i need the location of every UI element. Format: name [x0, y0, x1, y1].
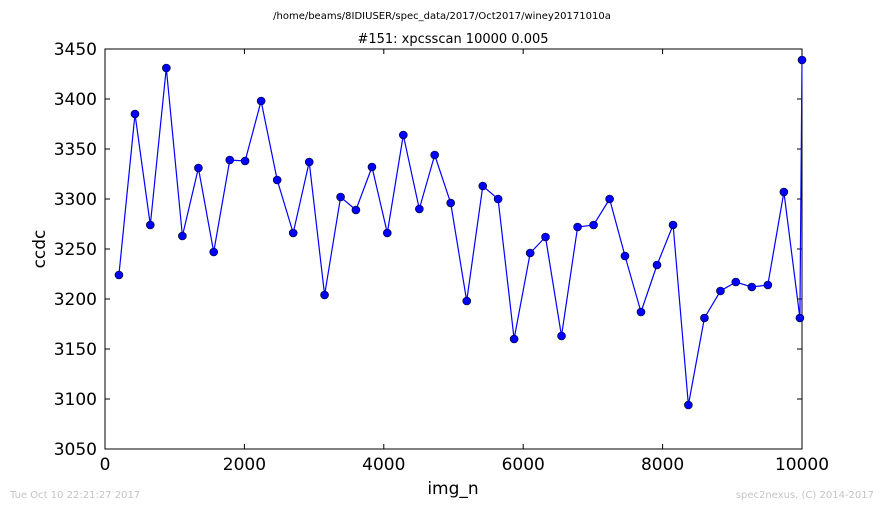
data-point: [320, 290, 329, 300]
x-tick-label: 6000: [502, 455, 545, 475]
y-axis-label: ccdc: [30, 230, 50, 269]
footer-credit: spec2nexus, (C) 2014-2017: [736, 490, 874, 501]
data-point: [525, 248, 535, 258]
y-tick-label: 3100: [54, 390, 97, 410]
data-point: [130, 109, 140, 119]
data-point: [668, 220, 678, 230]
data-point: [146, 220, 155, 230]
data-point: [620, 251, 630, 261]
y-tick-label: 3450: [54, 40, 97, 60]
data-point: [779, 187, 789, 197]
data-point: [336, 192, 345, 202]
y-tick-label: 3250: [54, 240, 97, 260]
chart-title: #151: xpcsscan 10000 0.005: [357, 32, 548, 47]
data-point: [399, 130, 408, 140]
data-point: [462, 296, 472, 306]
data-point: [304, 157, 314, 167]
data-point: [763, 280, 773, 290]
data-point: [747, 282, 757, 292]
data-point: [605, 194, 614, 204]
y-tick-label: 3050: [54, 440, 97, 460]
y-tick-label: 3400: [54, 90, 97, 110]
series-line: [118, 59, 803, 406]
y-tick-label: 3150: [54, 340, 97, 360]
data-point: [367, 162, 377, 172]
data-point: [225, 155, 235, 165]
data-point: [700, 313, 709, 323]
data-point: [541, 232, 550, 242]
data-point: [652, 260, 662, 270]
plot-area: [114, 55, 807, 410]
data-point: [493, 194, 503, 204]
data-point: [415, 204, 424, 214]
x-tick-label: 10000: [775, 455, 829, 475]
data-point: [114, 270, 124, 280]
data-point: [382, 228, 392, 238]
data-point: [509, 334, 519, 344]
data-point: [557, 331, 566, 341]
data-point: [194, 163, 203, 173]
x-tick-label: 4000: [362, 455, 405, 475]
data-point: [573, 222, 582, 232]
data-point: [351, 205, 361, 215]
x-tick-label: 2000: [223, 455, 266, 475]
data-point: [589, 220, 598, 230]
data-point: [636, 307, 646, 317]
data-point: [478, 181, 488, 191]
data-point: [430, 150, 439, 160]
data-point: [240, 156, 250, 166]
footer-timestamp: Tue Oct 10 22:21:27 2017: [9, 490, 140, 501]
data-point: [795, 313, 805, 323]
data-point: [797, 55, 807, 65]
y-tick-label: 3350: [54, 140, 97, 160]
axes-frame: [104, 48, 803, 450]
data-point: [162, 63, 171, 73]
y-tick-label: 3300: [54, 190, 97, 210]
x-tick-label: 0: [100, 455, 111, 475]
x-axis-label: img_n: [427, 479, 478, 499]
data-point: [178, 231, 187, 241]
data-point: [716, 286, 725, 296]
data-point: [684, 400, 693, 410]
data-point: [731, 277, 741, 287]
data-point: [209, 247, 219, 257]
data-point: [288, 228, 298, 238]
data-point: [272, 175, 282, 185]
data-point: [256, 96, 266, 106]
figure-suptitle: /home/beams/8IDIUSER/spec_data/2017/Oct2…: [273, 11, 611, 22]
data-point: [446, 198, 456, 208]
plot-axes: 0 2000 4000 6000 8000 10000 3050 3100 3150 3200 32…: [54, 40, 829, 475]
x-tick-label: 8000: [641, 455, 684, 475]
y-tick-label: 3200: [54, 290, 97, 310]
